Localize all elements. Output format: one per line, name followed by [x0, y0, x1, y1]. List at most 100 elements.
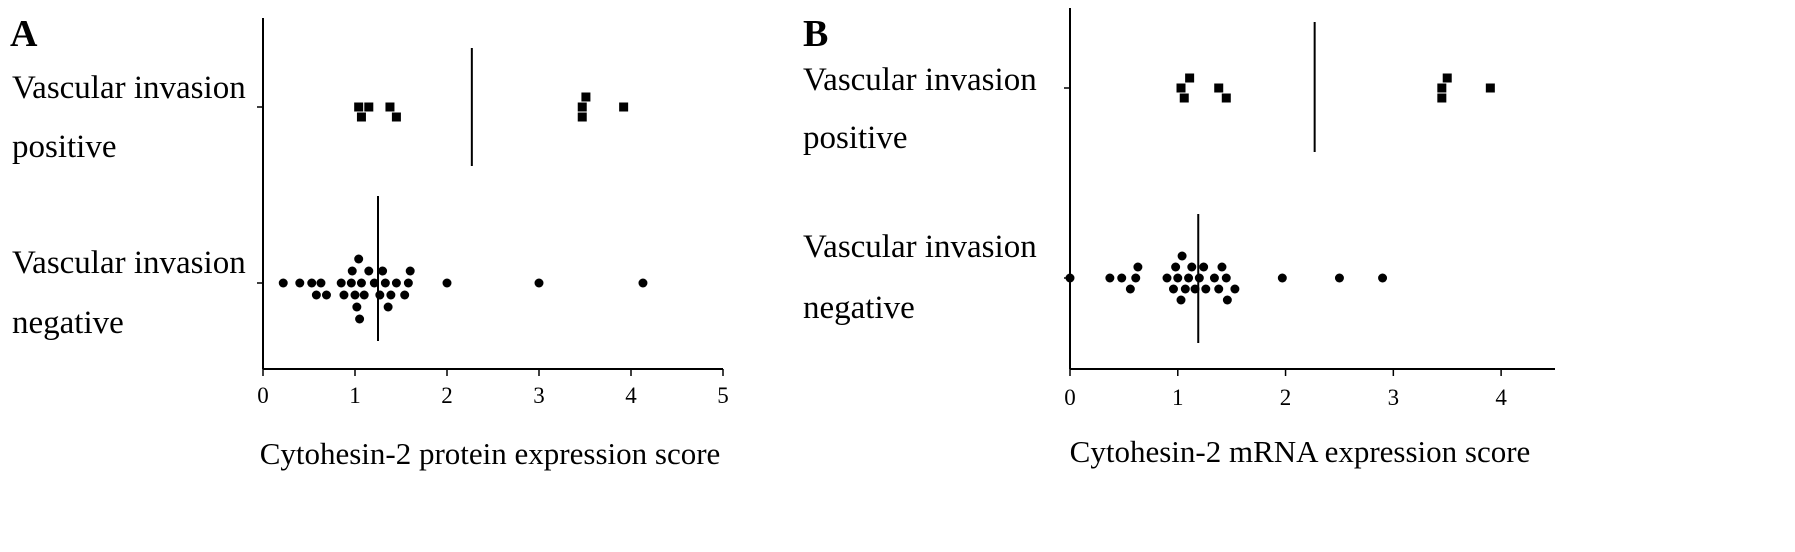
- panel-a-data-point-negative: [354, 254, 364, 264]
- panel-b-data-point-negative: [1125, 284, 1135, 294]
- panel-b-data-point-negative: [1217, 262, 1227, 272]
- panel-b-data-point-positive: [1179, 93, 1189, 103]
- panel-b-data-point-negative: [1230, 284, 1240, 294]
- panel-a-plot-area: 0 1 2 3 4 5: [257, 18, 729, 408]
- panel-a-data-point-negative: [638, 278, 648, 288]
- panel-b-data-point-negative: [1131, 273, 1141, 283]
- panel-b-data-point-negative: [1277, 273, 1287, 283]
- panel-a-data-point-negative: [347, 266, 357, 276]
- panel-a-data-point-negative: [442, 278, 452, 288]
- panel-b-data-point-negative: [1105, 273, 1115, 283]
- panel-b-plot-area: 0 1 2 3 4: [1064, 8, 1555, 410]
- panel-a: A Vascular invasion positive Vascular in…: [10, 13, 729, 471]
- panel-b-data-point-negative: [1201, 284, 1211, 294]
- panel-b-data-point-negative: [1176, 295, 1186, 305]
- panel-b-data-point-positive: [1437, 83, 1447, 93]
- panel-b-data-point-negative: [1222, 295, 1232, 305]
- panel-a-data-point-negative: [405, 266, 415, 276]
- panel-b-data-point-negative: [1177, 251, 1187, 261]
- panel-b-data-point-negative: [1194, 273, 1204, 283]
- panel-a-data-point-negative: [356, 278, 366, 288]
- panel-a-data-point-positive: [364, 102, 374, 112]
- panel-b-data-point-positive: [1485, 83, 1495, 93]
- panel-a-data-point-negative: [380, 278, 390, 288]
- panel-a-data-point-negative: [359, 290, 369, 300]
- panel-a-x-tick-label: 5: [717, 383, 729, 408]
- panel-b-data-point-negative: [1133, 262, 1143, 272]
- panel-b-data-point-negative: [1180, 284, 1190, 294]
- panel-a-data-point-negative: [350, 290, 360, 300]
- panel-b-data-point-negative: [1334, 273, 1344, 283]
- panel-b-x-tick-label: 4: [1495, 385, 1507, 410]
- panel-b-group-negative-label-line1: Vascular invasion: [803, 229, 1037, 265]
- panel-a-data-point-negative: [400, 290, 410, 300]
- panel-a-data-point-negative: [311, 290, 321, 300]
- panel-b-group-negative-label-line2: negative: [803, 290, 915, 326]
- panel-b: B Vascular invasion positive Vascular in…: [803, 8, 1555, 469]
- panel-a-data-point-negative: [339, 290, 349, 300]
- panel-a-data-point-negative: [403, 278, 413, 288]
- panel-b-data-point-negative: [1065, 273, 1075, 283]
- panel-a-data-point-negative: [355, 314, 365, 324]
- panel-a-x-tick-label: 0: [257, 383, 269, 408]
- panel-a-data-point-negative: [391, 278, 401, 288]
- panel-b-data-point-negative: [1221, 273, 1231, 283]
- panel-b-label: B: [803, 13, 828, 55]
- panel-a-data-point-negative: [336, 278, 346, 288]
- panel-a-data-point-positive: [619, 102, 629, 112]
- panel-a-group-negative-label-line1: Vascular invasion: [12, 245, 246, 281]
- panel-b-data-point-negative: [1187, 262, 1197, 272]
- panel-a-data-point-negative: [316, 278, 326, 288]
- panel-a-data-point-positive: [577, 102, 587, 112]
- panel-b-data-point-positive: [1176, 83, 1186, 93]
- panel-b-x-axis-title: Cytohesin-2 mRNA expression score: [1070, 434, 1531, 469]
- panel-b-data-point-negative: [1171, 262, 1181, 272]
- panel-a-x-tick-label: 2: [441, 383, 453, 408]
- panel-a-data-point-positive: [354, 102, 364, 112]
- panel-a-data-point-negative: [346, 278, 356, 288]
- panel-b-data-point-negative: [1378, 273, 1388, 283]
- panel-a-data-point-negative: [378, 266, 388, 276]
- panel-b-group-positive-label-line1: Vascular invasion: [803, 62, 1037, 98]
- panel-b-data-point-negative: [1199, 262, 1209, 272]
- panel-b-data-point-positive: [1437, 93, 1447, 103]
- panel-b-data-point-negative: [1190, 284, 1200, 294]
- panel-b-x-tick-label: 0: [1064, 385, 1076, 410]
- panel-b-group-positive-label-line2: positive: [803, 120, 908, 156]
- panel-a-x-tick-label: 4: [625, 383, 637, 408]
- panel-a-data-point-positive: [577, 112, 587, 122]
- panel-a-x-tick-label: 1: [349, 383, 361, 408]
- panel-a-group-positive-label-line2: positive: [12, 129, 117, 165]
- panel-a-x-axis-title: Cytohesin-2 protein expression score: [260, 436, 721, 471]
- panel-b-data-point-positive: [1185, 73, 1195, 83]
- panel-a-data-point-negative: [307, 278, 317, 288]
- panel-a-data-point-positive: [356, 112, 366, 122]
- panel-a-data-point-negative: [352, 302, 362, 312]
- panel-b-x-tick-label: 1: [1172, 385, 1184, 410]
- panel-a-data-point-negative: [534, 278, 544, 288]
- panel-a-group-positive-label-line1: Vascular invasion: [12, 70, 246, 106]
- panel-a-data-point-negative: [386, 290, 396, 300]
- panel-a-data-point-negative: [278, 278, 288, 288]
- panel-a-data-point-negative: [321, 290, 331, 300]
- panel-b-data-point-negative: [1209, 273, 1219, 283]
- panel-b-data-point-negative: [1184, 273, 1194, 283]
- panel-a-data-point-negative: [383, 302, 393, 312]
- panel-b-data-point-negative: [1117, 273, 1127, 283]
- panel-a-data-point-positive: [385, 102, 395, 112]
- panel-b-data-point-negative: [1162, 273, 1172, 283]
- panel-a-data-point-negative: [369, 278, 379, 288]
- panel-b-data-point-negative: [1173, 273, 1183, 283]
- panel-a-x-tick-label: 3: [533, 383, 545, 408]
- panel-a-data-point-negative: [364, 266, 374, 276]
- panel-a-data-point-negative: [295, 278, 305, 288]
- panel-b-data-point-positive: [1221, 93, 1231, 103]
- panel-b-x-tick-label: 2: [1280, 385, 1292, 410]
- panel-a-data-point-positive: [391, 112, 401, 122]
- panel-b-data-point-negative: [1214, 284, 1224, 294]
- panel-b-data-point-positive: [1214, 83, 1224, 93]
- panel-b-x-tick-label: 3: [1388, 385, 1400, 410]
- panel-a-data-point-negative: [375, 290, 385, 300]
- panel-a-label: A: [10, 13, 38, 55]
